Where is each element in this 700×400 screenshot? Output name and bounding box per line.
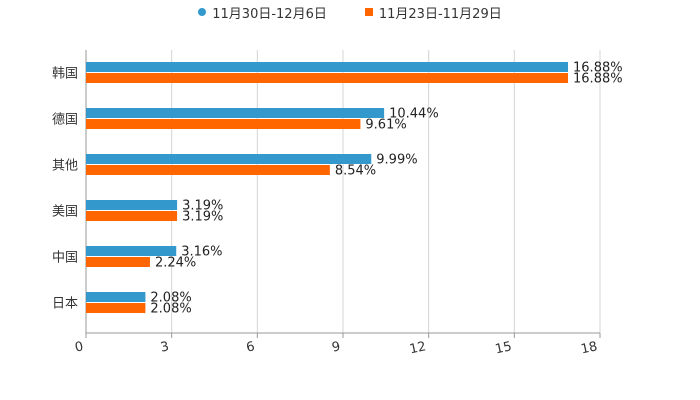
bar-series-2-0[interactable]: [86, 73, 569, 83]
x-tick-label-9: 9: [331, 339, 342, 355]
legend-marker-series-2: [364, 8, 373, 16]
category-label-2: 其他: [52, 159, 78, 174]
value-label-series-2-4: 2.24%: [155, 256, 196, 271]
x-tick-label-15: 15: [494, 339, 513, 357]
x-tick-label-3: 3: [159, 339, 170, 355]
bars: [86, 62, 569, 313]
value-label-series-1-1: 10.44%: [389, 107, 439, 122]
bar-series-2-3[interactable]: [86, 211, 178, 221]
value-label-series-1-0: 16.88%: [573, 61, 623, 76]
legend: 11月30日-12月6日 11月23日-11月29日: [0, 0, 700, 24]
category-label-1: 德国: [52, 113, 78, 128]
x-tick-label-0: 0: [74, 339, 85, 355]
bar-series-2-5[interactable]: [86, 303, 146, 313]
labels: 0 3 6 9 12 15 18 韩国 16.88%16.88% 德国 10.44%9.61% 其他 9…: [52, 61, 623, 358]
value-label-series-1-3: 3.19%: [182, 199, 223, 214]
bar-series-1-1[interactable]: [86, 108, 385, 118]
value-label-series-1-2: 9.99%: [376, 153, 417, 168]
value-label-series-2-0: 16.88%: [573, 72, 623, 87]
bar-series-1-4[interactable]: [86, 246, 177, 256]
value-label-series-2-1: 9.61%: [365, 118, 406, 133]
bar-series-2-1[interactable]: [86, 119, 361, 129]
category-label-5: 日本: [52, 297, 78, 312]
bar-series-2-2[interactable]: [86, 165, 330, 175]
bar-series-1-3[interactable]: [86, 200, 178, 210]
category-label-3: 美国: [52, 205, 78, 220]
legend-item-series-1[interactable]: 11月30日-12月6日: [198, 3, 327, 22]
x-tick-label-12: 12: [408, 339, 427, 357]
bar-series-1-2[interactable]: [86, 154, 372, 164]
legend-label-series-1: 11月30日-12月6日: [212, 6, 327, 22]
category-label-4: 中国: [52, 251, 78, 266]
value-label-series-1-4: 3.16%: [181, 245, 222, 260]
value-label-series-2-2: 8.54%: [335, 164, 376, 179]
x-tick-label-6: 6: [245, 339, 256, 355]
value-label-series-2-5: 2.08%: [150, 302, 191, 317]
x-tick-label-18: 18: [580, 339, 599, 357]
value-label-series-2-3: 3.19%: [182, 210, 223, 225]
bar-series-1-5[interactable]: [86, 292, 146, 302]
legend-item-series-2[interactable]: 11月23日-11月29日: [364, 3, 502, 22]
legend-marker-series-1: [198, 8, 207, 16]
bar-series-2-4[interactable]: [86, 257, 150, 267]
grid-lines: [171, 50, 601, 333]
axes: [85, 50, 601, 338]
legend-label-series-2: 11月23日-11月29日: [378, 6, 502, 22]
value-label-series-1-5: 2.08%: [150, 291, 191, 306]
category-label-0: 韩国: [52, 67, 78, 82]
bar-series-1-0[interactable]: [86, 62, 569, 72]
